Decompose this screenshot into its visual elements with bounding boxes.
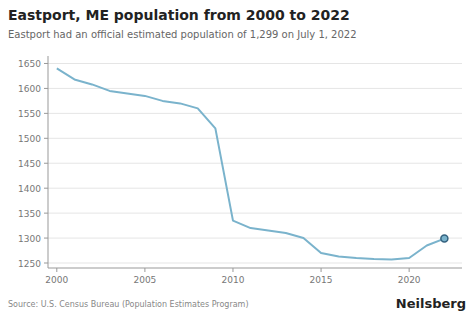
y-tick-label: 1400 [18, 184, 41, 194]
y-tick-label: 1250 [18, 259, 41, 269]
grid-line [48, 263, 462, 264]
y-tick [44, 163, 48, 164]
last-point [441, 235, 448, 242]
y-tick [44, 63, 48, 64]
x-tick [409, 268, 410, 272]
y-tick-label: 1450 [18, 159, 41, 169]
x-tick [321, 268, 322, 272]
subtitle: Eastport had an official estimated popul… [8, 29, 357, 40]
grid [48, 63, 462, 263]
grid-line [48, 88, 462, 89]
grid-line [48, 113, 462, 114]
brand: Neilsberg [396, 296, 466, 311]
x-axis-line [48, 268, 462, 269]
title: Eastport, ME population from 2000 to 202… [8, 7, 350, 23]
grid-line [48, 138, 462, 139]
y-tick [44, 263, 48, 264]
y-tick-label: 1650 [18, 59, 41, 69]
y-tick [44, 188, 48, 189]
x-tick-label: 2005 [133, 275, 156, 285]
grid-line [48, 63, 462, 64]
source-note: Source: U.S. Census Bureau (Population E… [8, 300, 249, 309]
page: {"chart_data": {"type": "line", "title":… [0, 0, 474, 316]
x-tick-label: 2015 [310, 275, 333, 285]
x-tick [232, 268, 233, 272]
y-tick-label: 1350 [18, 209, 41, 219]
y-tick [44, 213, 48, 214]
y-tick-label: 1300 [18, 234, 41, 244]
grid-line [48, 163, 462, 164]
x-tick [144, 268, 145, 272]
y-axis-line [48, 56, 49, 268]
y-tick [44, 138, 48, 139]
y-tick [44, 88, 48, 89]
grid-line [48, 238, 462, 239]
y-tick-label: 1500 [18, 134, 41, 144]
data-layer [57, 68, 448, 259]
x-tick-label: 2020 [398, 275, 421, 285]
x-tick-label: 2010 [222, 275, 245, 285]
chart: Eastport, ME population from 2000 to 202… [0, 0, 474, 316]
x-tick [56, 268, 57, 272]
grid-line [48, 213, 462, 214]
y-tick-label: 1600 [18, 84, 41, 94]
population-line [57, 68, 445, 259]
x-tick-label: 2000 [45, 275, 68, 285]
y-tick [44, 113, 48, 114]
y-tick-label: 1550 [18, 109, 41, 119]
y-tick [44, 238, 48, 239]
grid-line [48, 188, 462, 189]
